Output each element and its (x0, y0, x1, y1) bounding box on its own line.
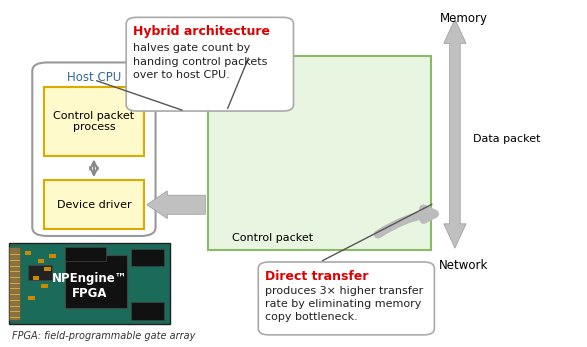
Text: Device driver: Device driver (56, 200, 131, 210)
Bar (10, 294, 21, 295)
Text: Host CPU: Host CPU (67, 71, 121, 84)
Bar (44, 87, 144, 156)
Text: Data packet: Data packet (473, 134, 540, 144)
Bar (28, 265, 52, 280)
FancyBboxPatch shape (32, 62, 156, 236)
Bar (65, 255, 127, 308)
Text: Memory: Memory (440, 12, 488, 25)
Bar (10, 254, 21, 255)
Bar (9, 243, 170, 324)
Bar (10, 311, 21, 312)
Bar (41, 284, 48, 288)
Text: produces 3× higher transfer
rate by eliminating memory
copy bottleneck.: produces 3× higher transfer rate by elim… (265, 286, 424, 322)
Bar (10, 283, 21, 284)
Bar (131, 303, 164, 320)
Bar (38, 259, 45, 263)
Bar (45, 267, 51, 271)
Bar (10, 260, 21, 261)
Bar (10, 300, 21, 301)
Bar (10, 305, 21, 306)
Text: Network: Network (439, 259, 488, 271)
Text: halves gate count by
handing control packets
over to host CPU.: halves gate count by handing control pac… (133, 43, 268, 80)
Polygon shape (444, 19, 466, 248)
FancyBboxPatch shape (258, 262, 434, 335)
Bar (44, 180, 144, 229)
Text: Direct transfer: Direct transfer (265, 270, 369, 282)
Bar (28, 296, 35, 300)
Text: Hybrid architecture: Hybrid architecture (133, 25, 270, 38)
Text: Control packet
process: Control packet process (53, 111, 134, 132)
FancyBboxPatch shape (126, 17, 294, 111)
Bar (131, 249, 164, 266)
Bar (65, 247, 106, 261)
Bar (10, 288, 21, 289)
Bar (208, 56, 431, 250)
FancyArrow shape (147, 191, 205, 219)
Bar (10, 265, 21, 266)
Text: NPEngine™
FPGA: NPEngine™ FPGA (52, 272, 127, 300)
Text: Dedicated
hardware: Dedicated hardware (232, 69, 292, 98)
Bar (25, 251, 32, 255)
Bar (9, 247, 20, 320)
Text: FPGA: field-programmable gate array: FPGA: field-programmable gate array (12, 331, 195, 341)
Bar (10, 271, 21, 272)
Text: Control packet: Control packet (232, 233, 313, 243)
Bar (49, 254, 56, 257)
Bar (33, 276, 39, 280)
Bar (10, 277, 21, 278)
Bar (10, 317, 21, 318)
